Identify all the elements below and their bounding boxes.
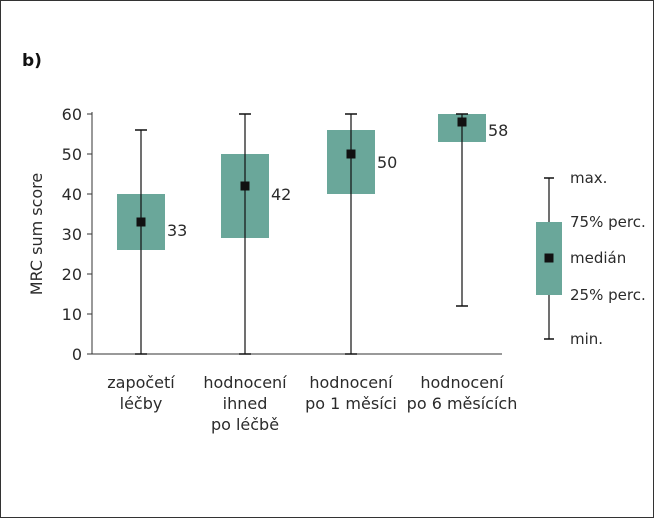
legend-max-label: max. xyxy=(570,169,607,187)
box-group-2: 42 xyxy=(221,113,291,355)
category-label: započetí léčby xyxy=(107,373,175,413)
y-tick-label: 10 xyxy=(62,305,82,324)
median-marker xyxy=(457,117,467,127)
panel-header-band xyxy=(1,1,653,41)
y-tick-label: 60 xyxy=(62,105,82,124)
legend: max. 75% perc. medián 25% perc. min. xyxy=(536,169,646,348)
median-marker xyxy=(346,149,356,159)
median-marker xyxy=(136,217,146,227)
category-label-line: hodnocení xyxy=(309,373,393,392)
panel-label: b) xyxy=(22,51,42,71)
y-tick-label: 30 xyxy=(62,225,82,244)
category-label-line: započetí xyxy=(107,373,175,392)
category-label-line: po léčbě xyxy=(211,415,279,434)
y-tick-label: 20 xyxy=(62,265,82,284)
legend-q3-label: 75% perc. xyxy=(570,213,646,231)
legend-median-label: medián xyxy=(570,249,626,267)
category-label-line: léčby xyxy=(120,394,163,413)
category-label-line: hodnocení xyxy=(203,373,287,392)
y-tick-label: 40 xyxy=(62,185,82,204)
category-label-line: po 1 měsíci xyxy=(305,394,397,413)
median-marker xyxy=(240,181,250,191)
legend-q1-label: 25% perc. xyxy=(570,286,646,304)
y-axis-label: MRC sum score xyxy=(27,173,46,296)
box-group-4: 58 xyxy=(438,113,508,307)
y-tick-label: 0 xyxy=(72,345,82,364)
plot-area: MRC sum score 0 10 20 30 40 50 60 33 započetí léčb… xyxy=(27,105,517,434)
category-label-line: hodnocení xyxy=(420,373,504,392)
category-label-line: ihned xyxy=(223,394,268,413)
median-value-label: 33 xyxy=(167,221,187,240)
box-group-3: 50 xyxy=(327,113,397,355)
category-label-line: po 6 měsících xyxy=(407,394,518,413)
median-value-label: 58 xyxy=(488,121,508,140)
median-value-label: 50 xyxy=(377,153,397,172)
legend-min-label: min. xyxy=(570,330,603,348)
y-tick-label: 50 xyxy=(62,145,82,164)
category-label: hodnocení po 1 měsíci xyxy=(305,373,397,413)
median-value-label: 42 xyxy=(271,185,291,204)
category-label: hodnocení ihned po léčbě xyxy=(203,373,287,434)
category-label: hodnocení po 6 měsících xyxy=(407,373,518,413)
legend-median-marker xyxy=(544,253,554,263)
box-group-1: 33 xyxy=(117,129,187,355)
